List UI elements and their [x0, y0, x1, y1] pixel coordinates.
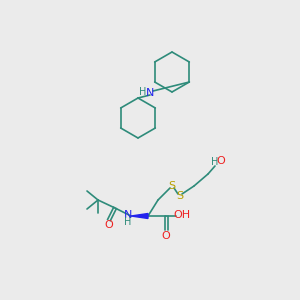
Text: N: N: [146, 88, 154, 98]
Text: O: O: [105, 220, 113, 230]
Text: O: O: [162, 231, 170, 241]
Text: OH: OH: [173, 210, 190, 220]
Text: S: S: [168, 181, 175, 191]
Polygon shape: [131, 214, 148, 218]
Text: N: N: [124, 210, 132, 220]
Text: S: S: [176, 191, 184, 201]
Text: H: H: [211, 157, 219, 167]
Text: O: O: [217, 156, 225, 166]
Text: H: H: [139, 87, 147, 97]
Text: H: H: [124, 217, 132, 227]
